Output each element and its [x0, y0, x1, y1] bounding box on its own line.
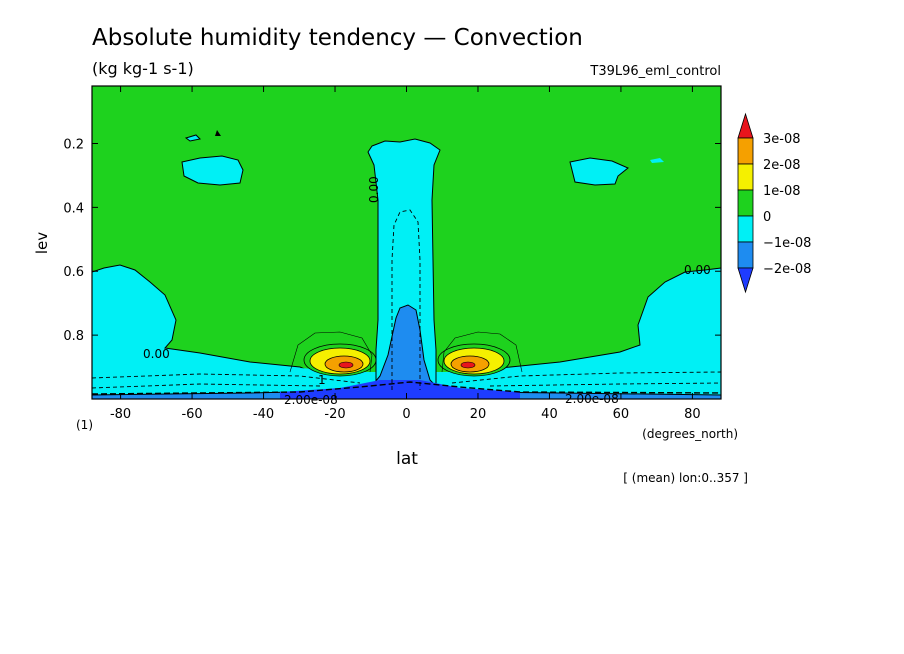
x-tick-label: -60	[181, 407, 202, 422]
y-tick-label: 0.8	[63, 329, 84, 344]
colorbar-swatch	[737, 163, 754, 191]
colorbar-label: −1e-08	[763, 236, 811, 251]
moistening-north-peak	[460, 361, 476, 369]
contour-thin-north	[441, 331, 523, 373]
x-axis: -80 -60 -40 -20 0 20 40 60 80	[110, 86, 701, 422]
x-tick-label: -20	[324, 407, 345, 422]
contour-label: 0.00	[367, 176, 381, 203]
colorbar-swatch	[737, 241, 754, 269]
colorbar-max-arrow	[737, 112, 754, 139]
y-axis-label: lev	[33, 232, 51, 254]
mean-note: [ (mean) lon:0..357 ]	[623, 471, 748, 485]
contour-label: 0.00	[684, 263, 711, 277]
contour-label: 1	[318, 373, 326, 387]
colorbar-min-arrow	[737, 267, 754, 294]
experiment-label: T39L96_eml_control	[589, 64, 721, 79]
x-tick-label: 60	[613, 407, 630, 422]
contour-label: 2.00e-08	[284, 393, 338, 407]
colorbar-swatch	[737, 215, 754, 243]
contour-dashed-low-2	[92, 382, 721, 389]
contour-dashed-low-1	[92, 371, 721, 384]
units-label: (kg kg-1 s-1)	[92, 59, 194, 78]
colorbar-label: 1e-08	[763, 184, 801, 199]
region-drying-surface	[280, 380, 520, 399]
region-drying-column	[367, 138, 441, 399]
x-tick-label: -80	[110, 407, 131, 422]
chart-title: Absolute humidity tendency — Convection	[92, 25, 583, 51]
contour-thin-south	[289, 331, 373, 373]
contour-dashed-column	[391, 209, 421, 390]
y-tick-label: 0.6	[63, 265, 84, 280]
colorbar-label: 0	[763, 210, 771, 225]
contour-label: 0.00	[143, 347, 170, 361]
x-tick-label: -40	[253, 407, 274, 422]
colorbar-label: 3e-08	[763, 132, 801, 147]
contour-dashed-surface	[92, 381, 721, 395]
colorbar-label: −2e-08	[763, 262, 811, 277]
x-axis-label: lat	[396, 449, 418, 469]
moistening-south-peak	[338, 361, 354, 369]
panel-label: (1)	[76, 418, 93, 432]
x-tick-label: 40	[541, 407, 558, 422]
y-tick-label: 0.2	[63, 137, 84, 152]
x-tick-label: 0	[402, 407, 410, 422]
x-tick-label: 20	[470, 407, 487, 422]
region-drying-upper-north	[569, 157, 629, 186]
y-tick-label: 0.4	[63, 201, 84, 216]
x-units-label: (degrees_north)	[642, 427, 738, 441]
colorbar-label: 2e-08	[763, 158, 801, 173]
x-tick-label: 80	[684, 407, 701, 422]
colorbar-swatch	[737, 189, 754, 217]
colorbar-swatch	[737, 137, 754, 165]
y-axis: 0.2 0.4 0.6 0.8	[63, 137, 721, 344]
colorbar: 3e-08 2e-08 1e-08 0 −1e-08 −2e-08	[737, 112, 811, 294]
contour-field	[92, 86, 721, 399]
region-drying-upper-south	[181, 155, 244, 186]
contour-mark-1	[215, 130, 221, 136]
region-drying-fleck-north	[650, 158, 664, 163]
region-drying-fleck-south	[184, 134, 202, 142]
